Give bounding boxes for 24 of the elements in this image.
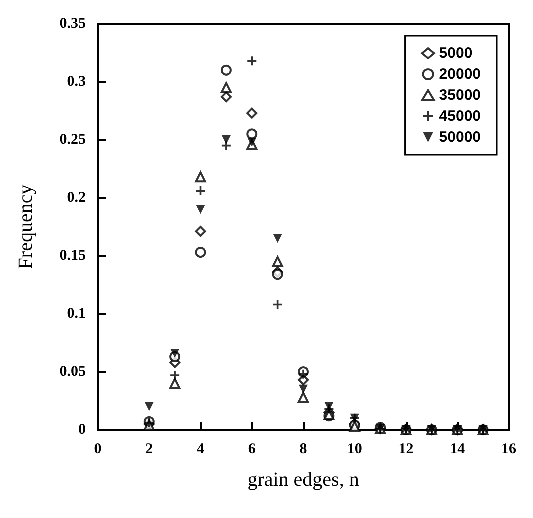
legend-label: 45000 <box>439 108 482 125</box>
x-tick-label: 0 <box>94 442 102 458</box>
legend-label: 20000 <box>439 66 482 83</box>
y-tick-label: 0.1 <box>67 306 86 322</box>
y-axis-title: Frequency <box>15 184 37 270</box>
y-tick-label: 0 <box>78 422 86 438</box>
y-tick-label: 0.35 <box>60 16 86 32</box>
y-tick-label: 0.05 <box>60 364 86 380</box>
legend-label: 5000 <box>439 45 473 62</box>
legend-label: 35000 <box>439 87 482 104</box>
y-tick-label: 0.2 <box>67 190 86 206</box>
x-tick-label: 16 <box>502 442 517 458</box>
x-tick-label: 2 <box>146 442 154 458</box>
x-tick-label: 6 <box>248 442 256 458</box>
x-axis-title: grain edges, n <box>248 469 360 491</box>
legend-label: 50000 <box>439 129 482 146</box>
x-tick-label: 12 <box>398 442 414 458</box>
x-tick-label: 10 <box>347 442 362 458</box>
y-tick-label: 0.3 <box>67 74 86 90</box>
y-tick-label: 0.25 <box>60 132 86 148</box>
x-tick-label: 14 <box>450 442 466 458</box>
y-tick-label: 0.15 <box>60 248 86 264</box>
x-tick-label: 4 <box>197 442 205 458</box>
x-tick-label: 8 <box>300 442 308 458</box>
